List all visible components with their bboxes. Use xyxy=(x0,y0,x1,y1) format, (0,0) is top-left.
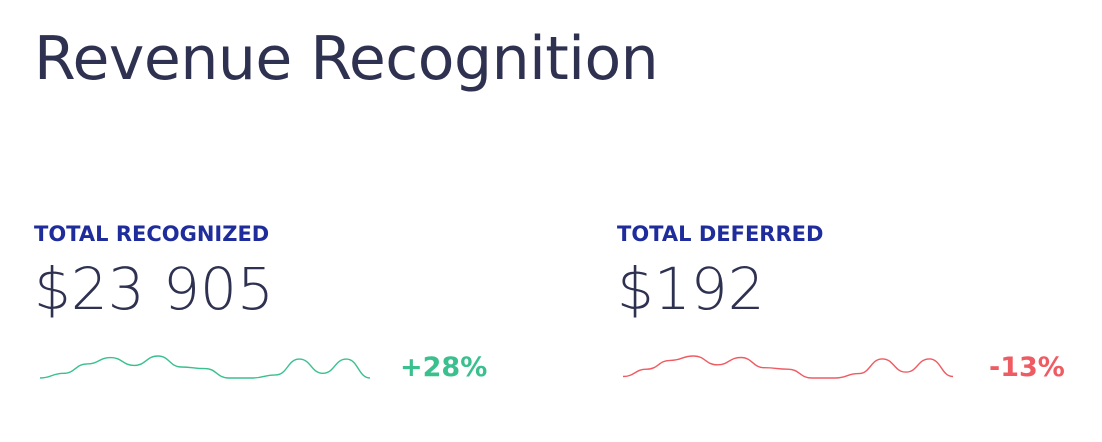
sparkline-recognized xyxy=(40,355,370,379)
metric-total-deferred: TOTAL DEFERRED $192 -13% xyxy=(617,222,1097,386)
change-percent: +28% xyxy=(400,352,488,383)
trend-row: -13% xyxy=(617,346,1097,386)
metric-total-recognized: TOTAL RECOGNIZED $23 905 +28% xyxy=(34,222,514,386)
metric-value: $192 xyxy=(617,255,765,323)
metric-label: TOTAL RECOGNIZED xyxy=(34,222,270,246)
page-title: Revenue Recognition xyxy=(34,24,659,94)
metric-value: $23 905 xyxy=(34,255,274,323)
sparkline-line xyxy=(623,355,953,379)
trend-row: +28% xyxy=(34,346,514,386)
change-percent: -13% xyxy=(989,352,1065,383)
sparkline-line xyxy=(40,355,370,379)
sparkline-deferred xyxy=(623,355,953,379)
metric-label: TOTAL DEFERRED xyxy=(617,222,824,246)
